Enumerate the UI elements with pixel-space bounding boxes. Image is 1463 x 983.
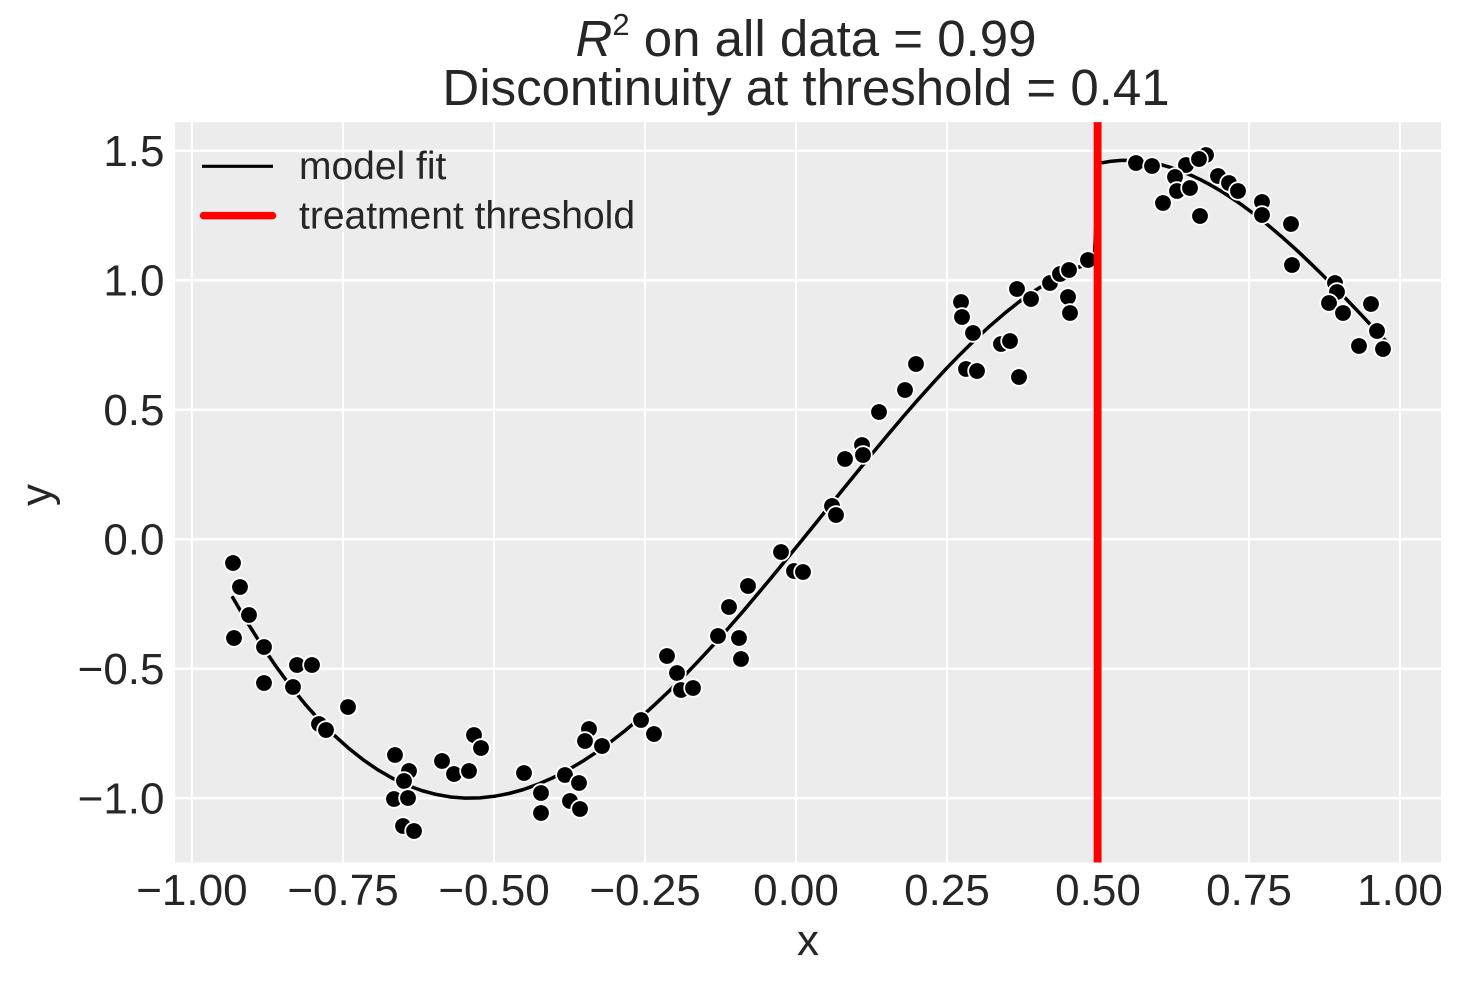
svg-text:−1.00: −1.00 (136, 866, 247, 915)
svg-text:−0.25: −0.25 (589, 866, 700, 915)
svg-text:x: x (797, 916, 819, 965)
svg-text:0.5: 0.5 (103, 386, 164, 435)
svg-text:1.5: 1.5 (103, 127, 164, 176)
svg-text:treatment threshold: treatment threshold (299, 194, 635, 237)
svg-text:1.00: 1.00 (1357, 866, 1443, 915)
svg-text:−0.75: −0.75 (287, 866, 398, 915)
svg-text:model fit: model fit (299, 145, 447, 188)
svg-text:−0.50: −0.50 (438, 866, 549, 915)
svg-text:0.00: 0.00 (753, 866, 839, 915)
svg-text:0.50: 0.50 (1055, 866, 1141, 915)
svg-text:1.0: 1.0 (103, 257, 164, 306)
svg-text:0.75: 0.75 (1206, 866, 1292, 915)
svg-text:0.25: 0.25 (904, 866, 990, 915)
svg-text:Discontinuity at threshold = 0: Discontinuity at threshold = 0.41 (442, 59, 1169, 116)
svg-text:0.0: 0.0 (103, 516, 164, 565)
svg-text:R2 on all data = 0.99: R2 on all data = 0.99 (576, 7, 1037, 67)
svg-text:y: y (12, 484, 61, 506)
svg-text:−1.0: −1.0 (78, 774, 165, 823)
svg-text:−0.5: −0.5 (78, 645, 165, 694)
